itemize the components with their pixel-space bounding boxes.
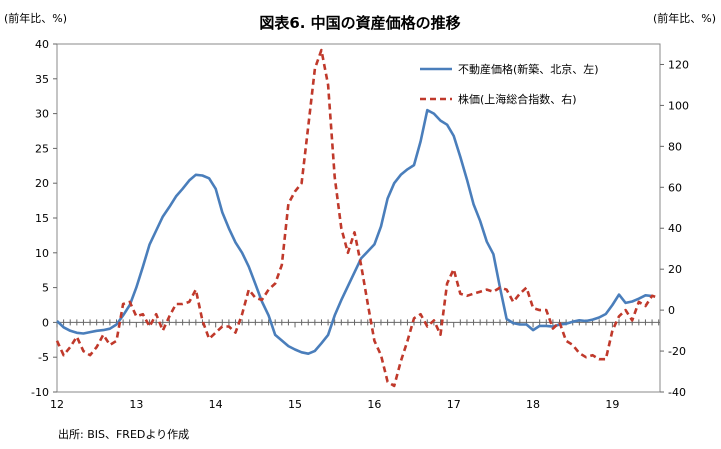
x-tick-label: 12	[50, 398, 64, 411]
x-tick-label: 16	[367, 398, 381, 411]
y-left-tick-label: 20	[35, 177, 49, 190]
y-left-tick-label: -10	[31, 386, 49, 399]
y-right-tick-label: 0	[668, 304, 675, 317]
y-left-tick-label: 35	[35, 73, 49, 86]
y-left-tick-label: 10	[35, 247, 49, 260]
chart-title: 図表6. 中国の資産価格の推移	[259, 14, 460, 32]
x-tick-label: 18	[526, 398, 540, 411]
right-axis-unit: (前年比、%)	[653, 11, 716, 25]
x-tick-label: 19	[605, 398, 619, 411]
y-left-tick-label: 15	[35, 212, 49, 225]
y-left-tick-label: 0	[42, 316, 49, 329]
left-axis-unit: (前年比、%)	[4, 11, 67, 25]
y-left-tick-label: 5	[42, 282, 49, 295]
y-right-tick-label: -40	[668, 386, 686, 399]
legend: 不動産価格(新築、北京、左) 株価(上海総合指数、右)	[420, 62, 599, 106]
x-tick-label: 14	[209, 398, 223, 411]
y-left-tick-label: 25	[35, 142, 49, 155]
plot-area: 12 13 14 15 16 17 18 19 -10 -5 0 5 10 15 20 25 30 35 40 -40…	[31, 38, 689, 411]
y-right-tick-label: -20	[668, 345, 686, 358]
legend-label-1: 不動産価格(新築、北京、左)	[458, 62, 599, 76]
y-right-tick-label: 20	[668, 263, 682, 276]
y-right-tick-label: 60	[668, 181, 682, 194]
x-tick-label: 17	[447, 398, 461, 411]
source-note: 出所: BIS、FREDより作成	[58, 427, 189, 441]
series-line-2	[55, 48, 660, 388]
x-tick-label: 15	[288, 398, 302, 411]
legend-label-2: 株価(上海総合指数、右)	[458, 92, 577, 106]
y-left-tick-label: -5	[38, 351, 49, 364]
y-left-tick-label: 40	[35, 38, 49, 51]
y-right-tick-label: 100	[668, 99, 689, 112]
series-line-1	[56, 108, 653, 356]
x-tick-label: 13	[129, 398, 143, 411]
y-right-tick-label: 40	[668, 222, 682, 235]
y-right-tick-label: 120	[668, 58, 689, 71]
y-right-tick-label: 80	[668, 140, 682, 153]
y-left-tick-label: 30	[35, 108, 49, 121]
